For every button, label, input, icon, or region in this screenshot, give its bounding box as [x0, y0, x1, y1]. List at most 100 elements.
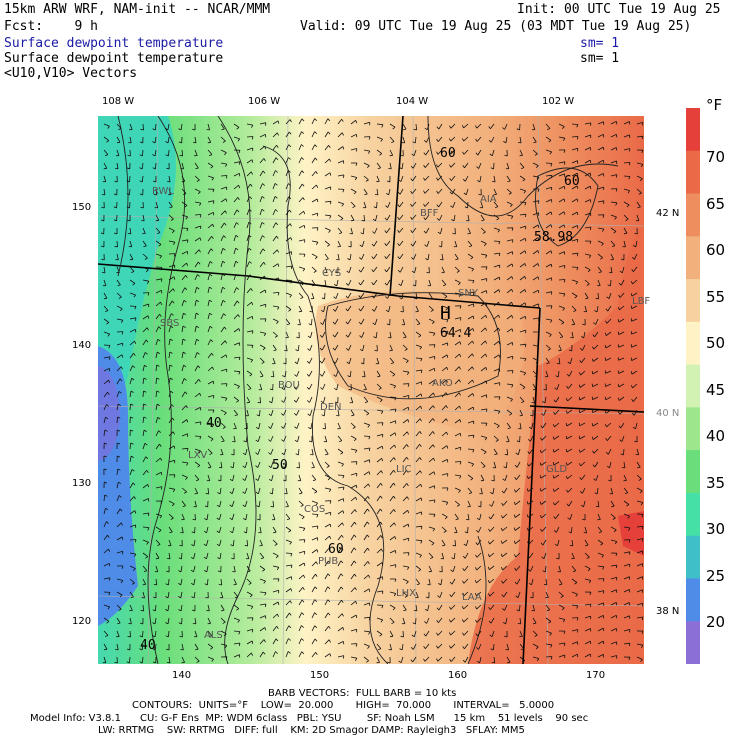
wind-barb-flag: [377, 648, 382, 651]
wind-barb: [464, 162, 469, 169]
colorbar-label: 65: [706, 194, 726, 213]
wind-barb: [389, 408, 396, 411]
wind-barb: [155, 390, 158, 398]
wind-barb: [103, 188, 106, 195]
wind-barb-flag: [199, 436, 202, 440]
wind-barb-flag: [223, 235, 226, 238]
wind-barb-flag: [594, 492, 598, 495]
wind-barb: [233, 604, 240, 609]
wind-barb-flag: [511, 370, 514, 374]
wind-barb: [298, 266, 305, 270]
wind-barb-flag: [358, 282, 361, 286]
wind-barb: [218, 526, 222, 533]
wind-barb: [363, 547, 368, 554]
wind-barb-flag: [456, 504, 460, 507]
wind-barb-flag: [526, 475, 529, 479]
wind-barb-flag: [459, 475, 462, 479]
wind-barb-flag: [293, 387, 297, 390]
wind-barb: [545, 370, 549, 377]
wind-barb: [558, 185, 565, 190]
wind-barb: [632, 396, 638, 402]
wind-barb-flag: [159, 443, 162, 447]
wind-barb: [467, 315, 474, 320]
wind-barb: [610, 133, 617, 138]
wind-barb: [142, 240, 147, 247]
wind-barb: [532, 617, 537, 624]
wind-barb: [515, 487, 521, 493]
wind-barb-flag: [498, 302, 501, 306]
wind-barb-flag: [379, 153, 383, 156]
wind-barb-flag: [480, 479, 484, 482]
wind-barb: [363, 496, 369, 502]
wind-barb-flag: [589, 592, 592, 596]
wind-barb-flag: [338, 232, 343, 235]
wind-barb: [116, 292, 122, 298]
wind-barb-flag: [537, 276, 540, 280]
wind-barb: [502, 526, 508, 532]
wind-barb: [155, 430, 159, 437]
wind-barb-flag: [487, 553, 490, 557]
wind-barb-flag: [246, 401, 250, 404]
wind-barb-flag: [117, 141, 121, 144]
wind-barb-flag: [277, 120, 280, 124]
wind-barb: [493, 354, 500, 359]
wind-barb-flag: [159, 255, 163, 259]
wind-barb: [142, 416, 145, 424]
wind-barb: [399, 201, 404, 208]
wind-barb: [181, 447, 189, 450]
wind-barb-flag: [639, 178, 643, 182]
wind-barb-flag: [485, 327, 487, 331]
wind-barb: [220, 409, 227, 414]
wind-barb-flag: [419, 431, 422, 435]
wind-barb: [142, 327, 148, 333]
wind-barb-flag: [341, 132, 344, 136]
wind-barb-flag: [436, 658, 439, 662]
wind-barb: [558, 224, 565, 229]
wind-barb-flag: [424, 244, 428, 247]
wind-barb-flag: [300, 297, 304, 299]
colorbar-swatch: [686, 150, 700, 195]
wind-barb: [207, 300, 210, 307]
colorbar-label: 20: [706, 613, 726, 631]
wind-barb: [103, 508, 106, 515]
wind-barb: [528, 474, 534, 480]
wind-barb: [571, 565, 577, 571]
wind-barb-flag: [354, 573, 357, 577]
wind-barb-flag: [579, 360, 582, 364]
wind-barb: [285, 131, 290, 138]
wind-barb-flag: [216, 530, 220, 534]
wind-barb-flag: [534, 153, 538, 156]
wind-barb: [129, 317, 136, 320]
wind-barb-flag: [249, 196, 253, 200]
wind-barb-flag: [104, 442, 108, 445]
model-title: 15km ARW WRF, NAM-init -- NCAR/MMM: [4, 2, 271, 17]
wind-barb-flag: [158, 430, 161, 433]
wind-barb-flag: [264, 146, 267, 150]
wind-barb-flag: [620, 453, 624, 456]
wind-barb-flag: [373, 206, 377, 209]
wind-barb: [582, 344, 586, 351]
wind-barb: [233, 136, 240, 140]
wind-barb: [636, 538, 643, 541]
wind-barb: [428, 305, 434, 311]
wind-barb: [532, 396, 535, 403]
wind-barb-flag: [314, 144, 318, 148]
wind-barb: [493, 448, 498, 455]
wind-barb: [321, 331, 326, 338]
wind-barb: [376, 136, 383, 140]
wind-barb: [168, 264, 175, 268]
wind-barb: [631, 292, 638, 297]
wind-barb: [636, 643, 643, 646]
wind-barb: [233, 591, 239, 597]
wind-barb: [441, 253, 444, 260]
wind-barb: [632, 383, 638, 389]
wind-barb-flag: [113, 219, 117, 222]
wind-barb-flag: [185, 405, 188, 409]
wind-barb: [311, 171, 317, 177]
wind-barb-flag: [562, 137, 566, 142]
wind-barb-flag: [626, 504, 630, 507]
wind-barb-flag: [559, 336, 563, 339]
wind-barb: [245, 513, 248, 520]
wind-barb: [415, 565, 422, 570]
wind-barb-flag: [462, 125, 464, 129]
